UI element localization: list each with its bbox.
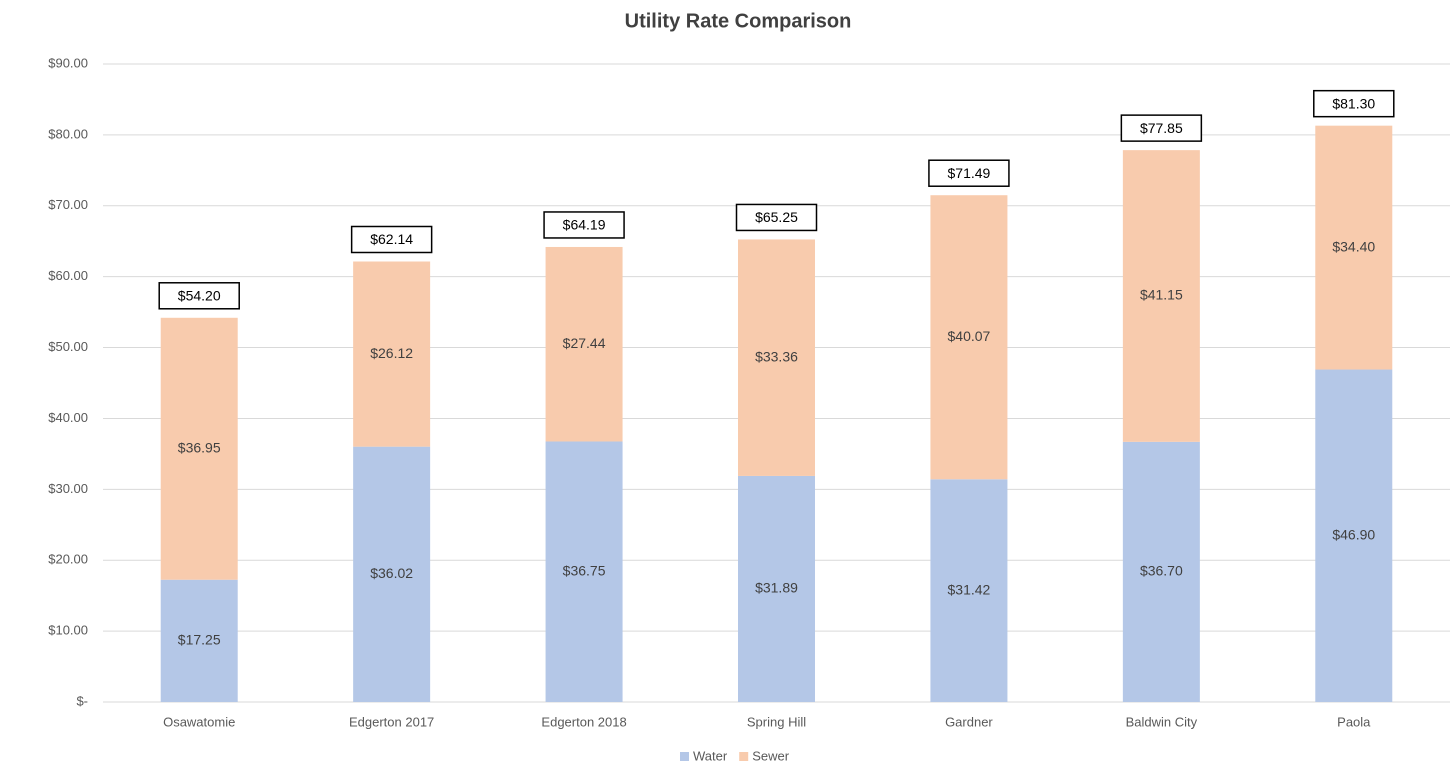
x-tick-label: Edgerton 2018 bbox=[541, 714, 626, 729]
y-tick-label: $10.00 bbox=[48, 623, 88, 638]
total-label: $65.25 bbox=[755, 209, 798, 225]
y-tick-label: $- bbox=[76, 693, 88, 708]
total-label: $77.85 bbox=[1140, 120, 1183, 136]
data-label: $34.40 bbox=[1332, 238, 1375, 254]
data-label: $31.42 bbox=[948, 581, 991, 597]
total-box bbox=[350, 225, 433, 254]
total-box bbox=[543, 211, 625, 239]
y-tick-label: $80.00 bbox=[48, 126, 88, 141]
data-label: $41.15 bbox=[1140, 287, 1183, 303]
total-label: $64.19 bbox=[563, 217, 606, 233]
x-tick-label: Osawatomie bbox=[163, 714, 235, 729]
bar-segment bbox=[1122, 441, 1200, 702]
data-label: $17.25 bbox=[178, 632, 221, 648]
data-label: $26.12 bbox=[370, 345, 413, 361]
bar-segment bbox=[545, 441, 623, 702]
y-tick-label: $50.00 bbox=[48, 339, 88, 354]
bar-segment bbox=[353, 446, 431, 702]
bar-segment bbox=[930, 195, 1008, 480]
legend-label: Water bbox=[693, 748, 728, 763]
y-tick-label: $70.00 bbox=[48, 197, 88, 212]
y-tick-label: $40.00 bbox=[48, 410, 88, 425]
x-tick-label: Edgerton 2017 bbox=[349, 714, 434, 729]
data-label: $46.90 bbox=[1332, 526, 1375, 542]
total-box bbox=[1120, 114, 1203, 142]
bar-segment bbox=[1315, 369, 1393, 702]
data-label: $27.44 bbox=[563, 335, 606, 351]
bar-segment bbox=[353, 261, 431, 447]
total-label: $54.20 bbox=[178, 287, 221, 303]
y-tick-label: $60.00 bbox=[48, 268, 88, 283]
data-label: $40.07 bbox=[948, 328, 991, 344]
bar-segment bbox=[738, 239, 815, 476]
data-label: $36.75 bbox=[563, 562, 606, 578]
total-label: $71.49 bbox=[948, 165, 991, 181]
total-box bbox=[928, 159, 1010, 187]
bar-segment bbox=[1122, 150, 1200, 442]
x-tick-label: Baldwin City bbox=[1126, 714, 1198, 729]
x-tick-label: Paola bbox=[1337, 714, 1371, 729]
data-label: $36.02 bbox=[370, 565, 413, 581]
bar-segment bbox=[738, 475, 815, 702]
bar-segment bbox=[545, 246, 623, 442]
bar-segment bbox=[160, 317, 238, 580]
x-tick-label: Spring Hill bbox=[747, 714, 806, 729]
total-box bbox=[158, 282, 240, 310]
total-label: $81.30 bbox=[1332, 95, 1375, 111]
total-box bbox=[735, 203, 818, 232]
legend-swatch bbox=[680, 752, 689, 761]
legend-swatch bbox=[739, 752, 749, 761]
data-label: $33.36 bbox=[755, 348, 798, 364]
x-tick-label: Gardner bbox=[945, 714, 993, 729]
bar-segment bbox=[160, 579, 238, 702]
y-tick-label: $90.00 bbox=[48, 55, 88, 70]
bar-segment bbox=[1315, 125, 1393, 370]
bar-segment bbox=[930, 479, 1008, 702]
data-label: $36.95 bbox=[178, 439, 221, 455]
legend-label: Sewer bbox=[752, 748, 790, 763]
data-label: $31.89 bbox=[755, 580, 798, 596]
y-tick-label: $20.00 bbox=[48, 552, 88, 567]
y-tick-label: $30.00 bbox=[48, 481, 88, 496]
chart-title: Utility Rate Comparison bbox=[625, 10, 852, 32]
total-box bbox=[1313, 89, 1395, 118]
total-label: $62.14 bbox=[370, 231, 413, 247]
data-label: $36.70 bbox=[1140, 563, 1183, 579]
